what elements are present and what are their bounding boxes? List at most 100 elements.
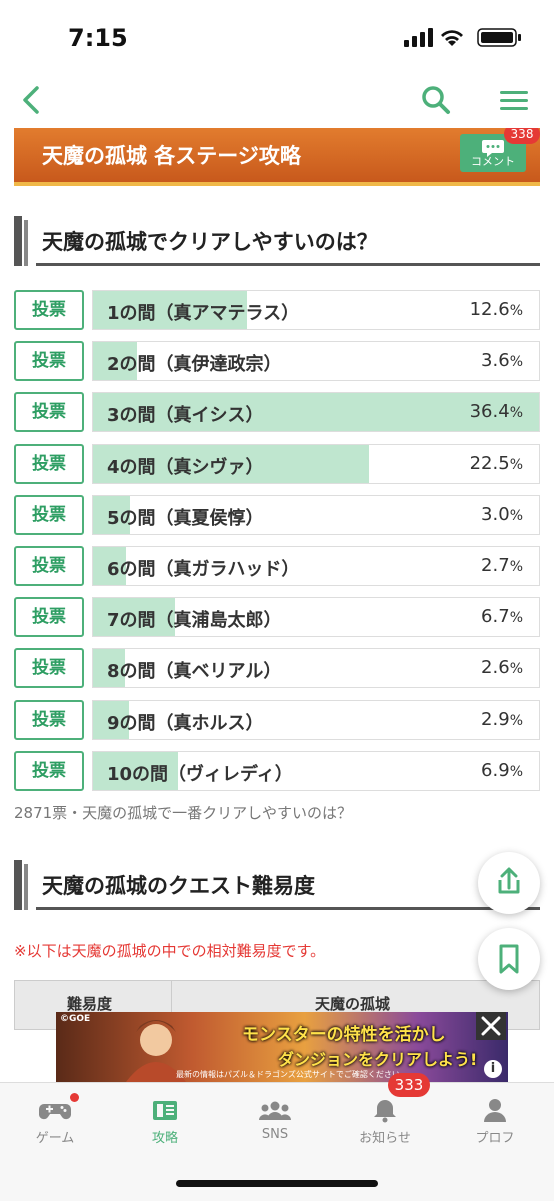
comment-label: コメント [471,155,515,168]
people-icon [259,1101,291,1120]
poll-option-percent: 22.5% [470,453,523,474]
ad-headline: モンスターの特性を活かし [242,1025,446,1045]
poll-option[interactable]: 4の間（真シヴァ） 22.5% [92,443,540,484]
poll-footer: 2871票・天魔の孤城で一番クリアしやすいのは？ [14,804,353,822]
poll-option-percent: 3.6% [481,350,523,371]
comment-button[interactable]: コメント 338 [460,128,540,172]
vote-button[interactable]: 投票 [14,597,84,638]
poll-option[interactable]: 3の間（真イシス） 36.4% [92,392,540,433]
hamburger-menu-icon [500,91,528,110]
percent-sign: % [509,303,523,319]
speech-bubble-icon [482,140,504,157]
percent-sign: % [509,712,523,729]
vote-button[interactable]: 投票 [14,546,84,586]
tab-sns[interactable]: SNS [220,1083,330,1153]
tab-profile[interactable]: プロフ [440,1083,550,1153]
menu-button[interactable] [492,78,536,122]
back-button[interactable] [10,78,54,122]
poll-option[interactable]: 10の間（ヴィレディ） 6.9% [92,750,540,791]
table-header-difficulty: 難易度 [67,995,113,1013]
percent-value: 12.6 [469,299,510,320]
percent-sign: % [509,610,523,627]
table-header-castle: 天魔の孤城 [315,995,391,1013]
poll-option-label: 10の間（ヴィレディ） [107,763,293,785]
poll-option-label: 5の間（真夏侯惇） [107,507,264,529]
poll-option-row: 投票 9の間（真ホルス） 2.9% [14,699,540,742]
poll-option[interactable]: 9の間（真ホルス） 2.9% [92,699,540,740]
poll-option-percent: 6.9% [481,760,523,781]
percent-sign: % [509,405,523,422]
share-icon [498,867,520,894]
poll-option-row: 投票 5の間（真夏侯惇） 3.0% [14,494,540,537]
heading-underline [36,907,540,910]
tab-game[interactable]: ゲーム [0,1083,110,1153]
percent-value: 36.4 [469,401,510,423]
poll-option-row: 投票 7の間（真浦島太郎） 6.7% [14,597,540,639]
poll-option-bar [93,444,369,483]
ad-info-icon[interactable]: i [484,1060,502,1078]
search-button[interactable] [414,78,458,122]
poll-option-label: 9の間（真ホルス） [107,712,264,734]
bookmark-button[interactable] [478,928,540,990]
vote-button[interactable]: 投票 [14,750,84,791]
vote-button[interactable]: 投票 [14,699,84,740]
percent-value: 2.9 [481,708,510,730]
heading-accent [14,216,22,266]
percent-sign: % [509,507,523,524]
status-time: 7:15 [68,24,128,52]
ad-character-art [126,1020,186,1082]
percent-value: 3.0 [481,503,510,525]
ad-close-button[interactable] [476,1012,506,1040]
comment-count-badge: 338 [504,128,540,144]
ad-logo: ©GOE [60,1014,91,1024]
ad-fine-print: 最新の情報はパズル＆ドラゴンズ公式サイトでご確認ください。 [176,1070,408,1079]
tab-notifications[interactable]: 333 お知らせ [330,1073,440,1153]
main-content[interactable]: 天魔の孤城 各ステージ攻略 コメント 338 天魔の孤城でクリアしやすいのは？ … [0,128,554,1080]
tab-label: お知らせ [359,1131,411,1146]
bookmark-icon [499,944,519,974]
poll-option-bar [93,649,125,688]
poll-option-row: 投票 3の間（真イシス） 36.4% [14,392,540,434]
poll-option-percent: 2.9% [481,709,523,730]
poll-option[interactable]: 2の間（真伊達政宗） 3.6% [92,341,540,382]
poll-option-bar [93,342,138,381]
percent-value: 3.6 [481,350,510,372]
vote-button[interactable]: 投票 [14,341,84,382]
notification-dot [70,1093,79,1102]
percent-sign: % [509,661,523,678]
poll-option-label: 4の間（真シヴァ） [107,456,264,478]
home-indicator [176,1180,378,1187]
poll-option[interactable]: 5の間（真夏侯惇） 3.0% [92,494,540,535]
poll-option-row: 投票 6の間（真ガラハッド） 2.7% [14,546,540,588]
poll-option[interactable]: 1の間（真アマテラス） 12.6% [92,290,540,330]
difficulty-title: 天魔の孤城のクエスト難易度 [42,874,315,898]
close-icon [481,1016,501,1036]
vote-button[interactable]: 投票 [14,290,84,330]
tab-label: 攻略 [151,1131,178,1146]
poll-option-label: 8の間（真ベリアル） [107,661,282,683]
poll-title: 天魔の孤城でクリアしやすいのは？ [42,230,378,254]
share-button[interactable] [478,852,540,914]
poll-option-percent: 36.4% [470,401,523,422]
poll-option[interactable]: 8の間（真ベリアル） 2.6% [92,648,540,689]
poll-option-label: 1の間（真アマテラス） [107,303,300,324]
vote-button[interactable]: 投票 [14,443,84,484]
poll-option[interactable]: 7の間（真浦島太郎） 6.7% [92,597,540,638]
difficulty-note: ※以下は天魔の孤城の中での相対難易度です。 [14,942,326,960]
heading-underline [36,263,540,266]
vote-button[interactable]: 投票 [14,494,84,535]
poll-option[interactable]: 6の間（真ガラハッド） 2.7% [92,546,540,586]
percent-sign: % [509,354,523,371]
heading-accent [24,864,28,910]
wifi-icon [441,30,463,46]
page-title: 天魔の孤城 各ステージ攻略 [42,144,301,168]
nav-bar [0,70,554,128]
cellular-signal-icon [404,28,433,47]
notification-count-badge: 333 [388,1073,430,1097]
gamepad-icon [39,1104,71,1120]
percent-value: 6.9 [481,759,510,781]
vote-button[interactable]: 投票 [14,392,84,433]
ad-banner[interactable]: ©GOE モンスターの特性を活かし ダンジョンをクリアしよう! 最新の情報はパズ… [56,1012,508,1082]
vote-button[interactable]: 投票 [14,648,84,689]
tab-guide[interactable]: 攻略 [110,1083,220,1153]
